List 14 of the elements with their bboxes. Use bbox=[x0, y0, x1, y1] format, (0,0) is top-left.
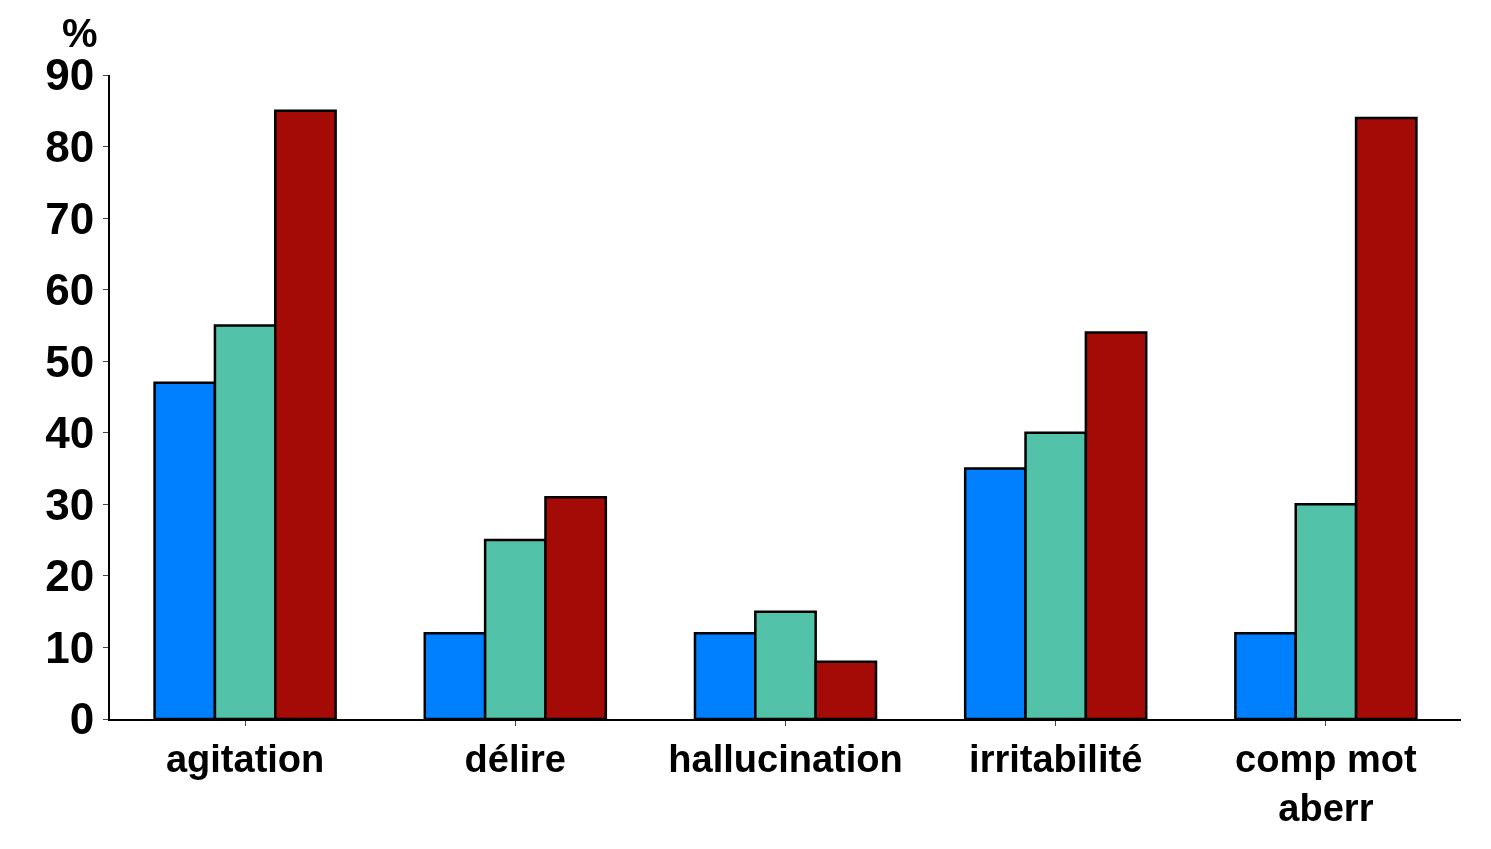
y-tick-label: 0 bbox=[69, 694, 95, 744]
x-tick-label: irritabilité bbox=[969, 737, 1143, 780]
y-tick-label: 20 bbox=[45, 551, 95, 601]
y-tick-label: 10 bbox=[45, 622, 95, 672]
y-tick-label: 40 bbox=[45, 408, 95, 458]
y-tick-label: 80 bbox=[45, 121, 95, 171]
y-tick-label: 60 bbox=[45, 265, 95, 315]
x-tick-label: agitation bbox=[165, 737, 325, 780]
x-tick-label: délire bbox=[464, 737, 566, 780]
x-tick-label: hallucination bbox=[668, 737, 903, 780]
y-tick-label: 30 bbox=[45, 479, 95, 529]
y-tick-label: 50 bbox=[45, 336, 95, 386]
x-tick-label: comp mot aberr bbox=[1235, 737, 1418, 829]
y-tick-label: 70 bbox=[45, 193, 95, 243]
